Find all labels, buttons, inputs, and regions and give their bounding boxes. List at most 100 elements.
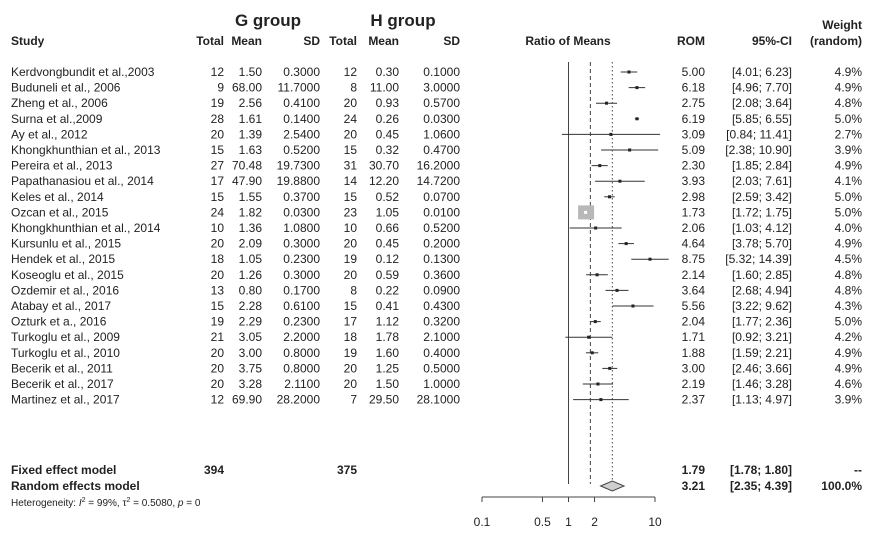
study-g-total: 9 bbox=[217, 81, 224, 95]
study-rom: 3.09 bbox=[682, 127, 706, 141]
study-h-total: 10 bbox=[344, 221, 358, 235]
study-rom: 5.56 bbox=[682, 299, 706, 313]
fixed-effect-ci: [1.78; 1.80] bbox=[730, 463, 792, 477]
study-ci: [1.85; 2.84] bbox=[732, 159, 792, 173]
point-estimate-marker bbox=[595, 273, 599, 277]
study-label: Turkoglu et al., 2009 bbox=[11, 330, 120, 344]
study-rom: 1.73 bbox=[682, 205, 706, 219]
study-g-sd: 2.5400 bbox=[283, 127, 320, 141]
study-g-mean: 0.80 bbox=[239, 283, 263, 297]
col-header-g-sd: SD bbox=[303, 34, 320, 48]
study-g-sd: 11.7000 bbox=[278, 81, 321, 95]
col-header-g-mean: Mean bbox=[231, 34, 262, 48]
study-h-total: 20 bbox=[344, 377, 358, 391]
study-rom: 5.09 bbox=[682, 143, 706, 157]
study-g-total: 20 bbox=[211, 237, 225, 251]
study-ci: [1.72; 1.75] bbox=[732, 205, 792, 219]
study-weight: 4.8% bbox=[835, 96, 863, 110]
point-estimate-marker bbox=[631, 304, 635, 308]
study-g-sd: 0.3700 bbox=[283, 190, 320, 204]
study-h-sd: 0.0700 bbox=[423, 190, 460, 204]
study-h-mean: 29.50 bbox=[369, 393, 399, 407]
study-g-total: 10 bbox=[211, 221, 225, 235]
study-ci: [1.03; 4.12] bbox=[732, 221, 792, 235]
table-row: Keles et al., 2014 15 1.55 0.3700 15 0.52 0.07… bbox=[11, 190, 862, 204]
table-row: Zheng et al., 2006 19 2.56 0.4100 20 0.93 0.57… bbox=[11, 96, 862, 110]
point-estimate-marker bbox=[635, 117, 639, 121]
study-h-sd: 0.0300 bbox=[423, 112, 460, 126]
random-effect-weight: 100.0% bbox=[821, 479, 862, 493]
point-estimate-marker bbox=[648, 257, 652, 261]
x-tick-label: 1 bbox=[565, 515, 572, 529]
study-g-mean: 1.82 bbox=[239, 205, 263, 219]
study-label: Martinez et al., 2017 bbox=[11, 393, 120, 407]
study-weight: 4.8% bbox=[835, 268, 863, 282]
study-label: Ozturk et a., 2016 bbox=[11, 315, 107, 329]
study-rom: 2.75 bbox=[682, 96, 706, 110]
random-effect-rom: 3.21 bbox=[682, 479, 706, 493]
study-g-sd: 0.6100 bbox=[283, 299, 320, 313]
table-row: Martinez et al., 2017 12 69.90 28.2000 7 29.5… bbox=[11, 393, 862, 407]
study-g-total: 27 bbox=[211, 159, 225, 173]
study-rom: 2.04 bbox=[682, 315, 706, 329]
study-h-mean: 0.66 bbox=[376, 221, 400, 235]
study-rom: 5.00 bbox=[682, 65, 706, 79]
study-g-mean: 3.05 bbox=[239, 330, 263, 344]
x-tick-label: 0.5 bbox=[534, 515, 551, 529]
study-h-total: 7 bbox=[350, 393, 357, 407]
study-weight: 3.9% bbox=[835, 393, 863, 407]
study-rom: 6.19 bbox=[682, 112, 706, 126]
study-g-total: 13 bbox=[211, 283, 225, 297]
table-row: Surna et al.,2009 28 1.61 0.1400 24 0.26 0.030… bbox=[11, 112, 862, 126]
study-h-sd: 1.0600 bbox=[423, 127, 460, 141]
study-g-mean: 70.48 bbox=[232, 159, 262, 173]
study-g-total: 20 bbox=[211, 377, 225, 391]
study-weight: 4.8% bbox=[835, 283, 863, 297]
study-label: Atabay et al., 2017 bbox=[11, 299, 111, 313]
point-estimate-marker bbox=[635, 86, 639, 90]
study-h-sd: 14.7200 bbox=[417, 174, 461, 188]
study-weight: 4.6% bbox=[835, 377, 863, 391]
table-row: Ozcan et al., 2015 24 1.82 0.0300 23 1.05 0.01… bbox=[11, 205, 862, 219]
study-h-sd: 0.4000 bbox=[423, 346, 460, 360]
study-g-mean: 2.29 bbox=[239, 315, 263, 329]
heterogeneity-stats: Heterogeneity: I2 = 99%, τ2 = 0.5080, p … bbox=[11, 497, 201, 509]
study-label: Becerik et al., 2017 bbox=[11, 377, 114, 391]
study-h-total: 18 bbox=[344, 330, 358, 344]
study-weight: 3.9% bbox=[835, 143, 863, 157]
study-g-mean: 2.09 bbox=[239, 237, 263, 251]
study-h-sd: 0.0100 bbox=[423, 205, 460, 219]
study-ci: [0.84; 11.41] bbox=[726, 127, 792, 141]
study-label: Ozcan et al., 2015 bbox=[11, 205, 109, 219]
study-h-sd: 0.4300 bbox=[423, 299, 460, 313]
study-weight: 5.0% bbox=[835, 205, 863, 219]
study-ci: [2.59; 3.42] bbox=[732, 190, 792, 204]
study-ci: [1.60; 2.85] bbox=[732, 268, 792, 282]
study-label: Ozdemir et al., 2016 bbox=[11, 283, 119, 297]
study-g-total: 20 bbox=[211, 346, 225, 360]
study-h-total: 19 bbox=[344, 346, 358, 360]
point-estimate-marker bbox=[599, 398, 603, 402]
table-row: Khongkhunthian et al., 2013 15 1.63 0.5200 1… bbox=[11, 143, 862, 157]
study-ci: [3.22; 9.62] bbox=[732, 299, 792, 313]
study-h-sd: 1.0000 bbox=[423, 377, 460, 391]
study-h-mean: 0.41 bbox=[376, 299, 400, 313]
point-estimate-marker bbox=[627, 70, 631, 74]
study-g-total: 12 bbox=[211, 65, 225, 79]
point-estimate-marker bbox=[587, 335, 591, 339]
study-h-sd: 0.1300 bbox=[423, 252, 460, 266]
point-estimate-marker bbox=[584, 210, 588, 214]
study-label: Kerdvongbundit et al.,2003 bbox=[11, 65, 155, 79]
table-row: Becerik et al., 2017 20 3.28 2.1100 20 1.50 1.… bbox=[11, 377, 862, 391]
study-h-sd: 0.5200 bbox=[423, 221, 460, 235]
study-weight: 4.9% bbox=[835, 237, 863, 251]
point-estimate-marker bbox=[618, 179, 622, 183]
study-g-total: 19 bbox=[211, 96, 225, 110]
study-g-mean: 1.36 bbox=[239, 221, 263, 235]
study-g-mean: 3.28 bbox=[239, 377, 263, 391]
study-g-mean: 1.39 bbox=[239, 127, 263, 141]
study-g-total: 21 bbox=[211, 330, 225, 344]
study-g-total: 17 bbox=[211, 174, 225, 188]
study-label: Pereira et al., 2013 bbox=[11, 159, 113, 173]
point-estimate-marker bbox=[628, 148, 632, 152]
